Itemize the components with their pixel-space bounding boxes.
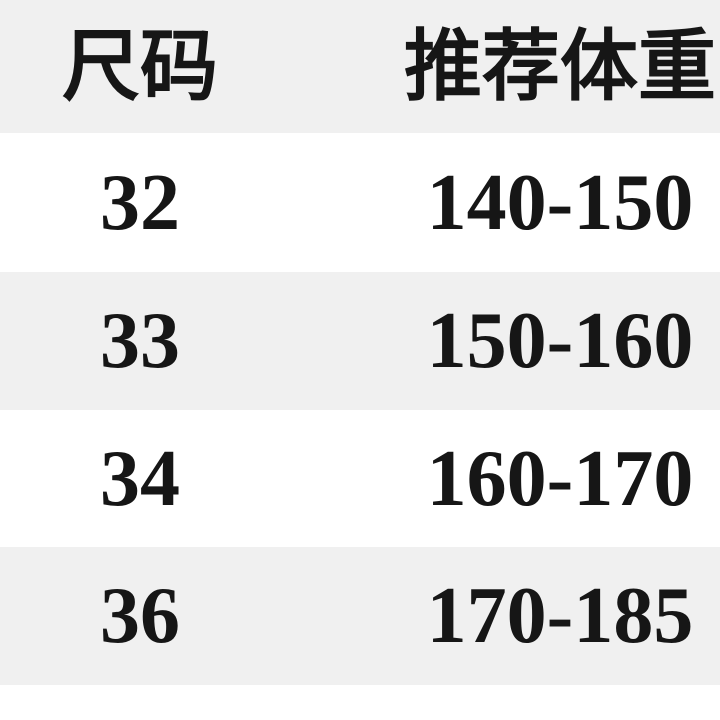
table-row: 36 170-185 (0, 547, 720, 685)
size-value: 33 (100, 297, 180, 385)
weight-range-value: 140-150 (426, 158, 694, 247)
table-row: 32 140-150 (0, 133, 720, 272)
table-header-row: 尺码 推荐体重 (0, 0, 720, 133)
weight-range-value: 150-160 (426, 297, 694, 385)
weight-range-value: 170-185 (426, 572, 694, 660)
column-header-size: 尺码 (61, 22, 218, 110)
size-value: 34 (100, 434, 180, 523)
column-header-weight: 推荐体重 (403, 22, 716, 110)
table-row: 34 160-170 (0, 410, 720, 547)
size-value: 32 (100, 158, 180, 247)
weight-range-value: 160-170 (426, 434, 694, 523)
size-value: 36 (100, 572, 180, 660)
size-chart-table: 尺码 推荐体重 32 140-150 33 150-160 34 160-170… (0, 0, 720, 685)
table-row: 33 150-160 (0, 272, 720, 410)
